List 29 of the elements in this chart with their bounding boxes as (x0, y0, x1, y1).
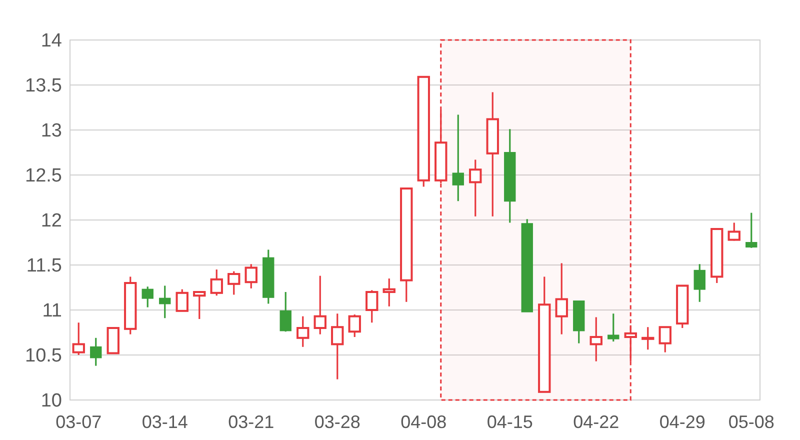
x-tick-label: 03-21 (228, 412, 274, 432)
y-tick-label: 12.5 (25, 166, 62, 187)
candlestick (504, 128, 516, 224)
candlestick (694, 263, 706, 303)
y-tick-label: 13.5 (25, 76, 62, 97)
x-tick-label: 04-08 (400, 412, 447, 432)
y-tick-label: 10 (40, 390, 62, 412)
y-tick-label: 13 (40, 120, 62, 142)
candlestick (331, 312, 344, 380)
x-tick-label: 03-28 (314, 412, 360, 432)
x-tick-label: 04-15 (486, 412, 533, 432)
x-tick-label: 03-14 (142, 412, 188, 432)
candlestick (555, 262, 568, 336)
x-tick-label: 05-08 (728, 412, 774, 432)
x-tick-label: 03-07 (56, 412, 102, 432)
candlestick (469, 158, 482, 218)
y-tick-label: 12 (40, 210, 62, 232)
candlestick (486, 91, 499, 218)
candlestick (382, 278, 396, 308)
y-tick-label: 11 (42, 300, 62, 322)
candlestick (452, 114, 464, 202)
candlestick (159, 284, 171, 319)
candlestick (642, 326, 654, 350)
candlestick (590, 316, 602, 362)
x-tick-label: 04-22 (573, 412, 620, 432)
y-tick-label: 10.5 (25, 346, 62, 367)
y-tick-label: 11.5 (26, 256, 62, 277)
y-tick-label: 14 (40, 30, 62, 52)
x-tick-label: 04-29 (659, 412, 706, 432)
